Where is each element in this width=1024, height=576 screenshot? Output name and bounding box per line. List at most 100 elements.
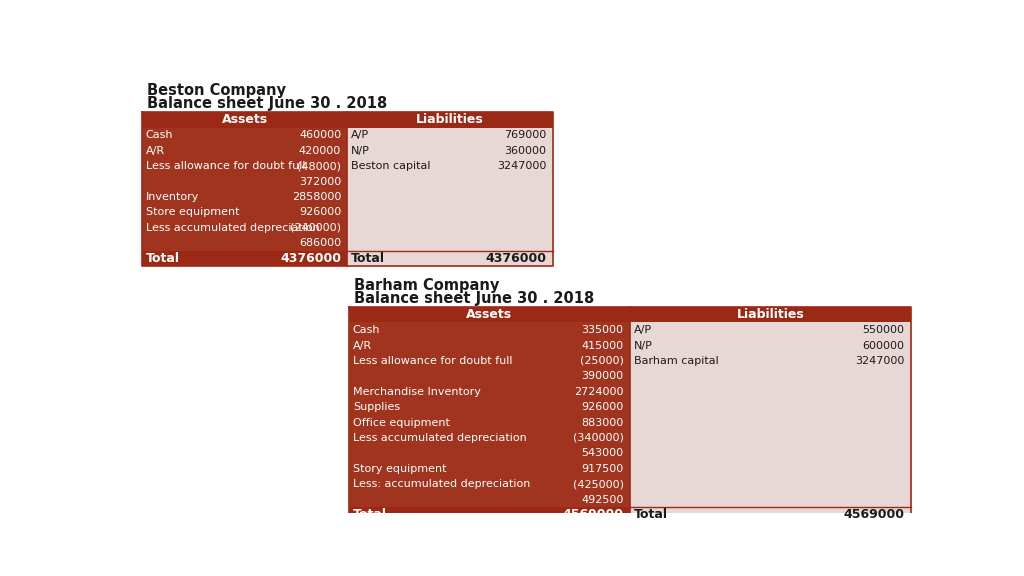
Text: 600000: 600000 — [862, 340, 904, 351]
Text: Assets: Assets — [466, 308, 512, 321]
Text: Barham Company: Barham Company — [353, 278, 499, 293]
Text: Beston Company: Beston Company — [146, 83, 286, 98]
Text: 390000: 390000 — [582, 372, 624, 381]
Bar — [349, 415, 630, 430]
Bar — [142, 220, 347, 236]
Bar — [349, 399, 630, 415]
Bar — [630, 476, 910, 492]
Bar — [347, 143, 553, 158]
Text: 917500: 917500 — [582, 464, 624, 473]
Text: Less allowance for doubt full: Less allowance for doubt full — [352, 356, 512, 366]
Text: Inventory: Inventory — [145, 192, 200, 202]
Text: Balance sheet June 30 . 2018: Balance sheet June 30 . 2018 — [353, 291, 594, 306]
Text: Office equipment: Office equipment — [352, 418, 450, 427]
Text: A/P: A/P — [351, 130, 370, 141]
Text: N/P: N/P — [634, 340, 652, 351]
Bar — [347, 174, 553, 190]
Text: Liabilities: Liabilities — [416, 113, 484, 127]
Text: A/R: A/R — [352, 340, 372, 351]
Text: Merchandise Inventory: Merchandise Inventory — [352, 386, 480, 397]
Bar — [347, 112, 553, 128]
Text: 543000: 543000 — [582, 448, 624, 458]
Bar — [349, 430, 630, 446]
Text: 926000: 926000 — [299, 207, 341, 217]
Text: Balance sheet June 30 . 2018: Balance sheet June 30 . 2018 — [146, 96, 387, 111]
Bar — [630, 353, 910, 369]
Bar — [630, 399, 910, 415]
Text: 926000: 926000 — [582, 402, 624, 412]
Bar — [142, 204, 347, 220]
Bar — [347, 128, 553, 143]
Bar — [142, 112, 347, 128]
Text: A/R: A/R — [145, 146, 165, 156]
Bar — [349, 476, 630, 492]
Text: 4569000: 4569000 — [562, 509, 624, 521]
Text: 460000: 460000 — [299, 130, 341, 141]
Bar — [142, 143, 347, 158]
Text: A/P: A/P — [634, 325, 652, 335]
Text: 686000: 686000 — [299, 238, 341, 248]
Text: Total: Total — [634, 509, 668, 521]
Text: Cash: Cash — [352, 325, 380, 335]
Text: 4569000: 4569000 — [844, 509, 904, 521]
Text: Cash: Cash — [145, 130, 173, 141]
Bar — [630, 369, 910, 384]
Bar — [630, 338, 910, 353]
Bar — [349, 446, 630, 461]
Text: 550000: 550000 — [862, 325, 904, 335]
Bar — [349, 492, 630, 507]
Text: Story equipment: Story equipment — [352, 464, 446, 473]
Bar — [142, 190, 347, 204]
Text: (25000): (25000) — [580, 356, 624, 366]
Bar — [630, 430, 910, 446]
Bar — [349, 307, 630, 323]
Bar — [347, 190, 553, 204]
Text: Supplies: Supplies — [352, 402, 400, 412]
Bar — [630, 415, 910, 430]
Text: 492500: 492500 — [582, 495, 624, 505]
Bar — [347, 204, 553, 220]
Bar — [349, 338, 630, 353]
Text: Liabilities: Liabilities — [736, 308, 804, 321]
Bar — [347, 236, 553, 251]
Text: Total: Total — [352, 509, 387, 521]
Bar — [142, 174, 347, 190]
Bar — [349, 353, 630, 369]
Text: Less accumulated depreciation: Less accumulated depreciation — [352, 433, 526, 443]
Bar — [349, 507, 630, 522]
Bar — [347, 251, 553, 266]
Text: (425000): (425000) — [572, 479, 624, 489]
Text: Less allowance for doubt full: Less allowance for doubt full — [145, 161, 305, 171]
Text: Assets: Assets — [221, 113, 267, 127]
Bar — [630, 384, 910, 399]
Text: 415000: 415000 — [582, 340, 624, 351]
Text: Beston capital: Beston capital — [351, 161, 431, 171]
Bar — [630, 446, 910, 461]
Bar — [630, 507, 910, 522]
Bar — [347, 158, 553, 174]
Bar — [349, 461, 630, 476]
Text: 883000: 883000 — [582, 418, 624, 427]
Text: N/P: N/P — [351, 146, 370, 156]
Text: 335000: 335000 — [582, 325, 624, 335]
Text: Barham capital: Barham capital — [634, 356, 719, 366]
Bar — [349, 369, 630, 384]
Bar — [142, 236, 347, 251]
Text: (340000): (340000) — [572, 433, 624, 443]
Bar — [349, 384, 630, 399]
Bar — [142, 251, 347, 266]
Text: 3247000: 3247000 — [855, 356, 904, 366]
Text: Total: Total — [351, 252, 385, 265]
Bar — [142, 158, 347, 174]
Text: Total: Total — [145, 252, 180, 265]
Text: 360000: 360000 — [505, 146, 547, 156]
Bar — [347, 220, 553, 236]
Text: 420000: 420000 — [299, 146, 341, 156]
Text: Less: accumulated depreciation: Less: accumulated depreciation — [352, 479, 530, 489]
Text: 2858000: 2858000 — [292, 192, 341, 202]
Text: (240000): (240000) — [290, 223, 341, 233]
Text: Store equipment: Store equipment — [145, 207, 240, 217]
Text: Less accumulated depreciation: Less accumulated depreciation — [145, 223, 319, 233]
Bar — [630, 461, 910, 476]
Bar — [630, 307, 910, 323]
